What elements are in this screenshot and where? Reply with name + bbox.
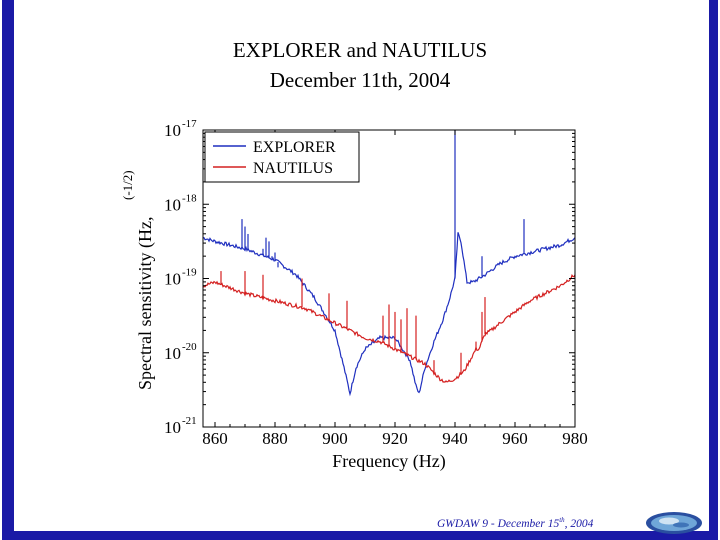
y-tick-label-exponent: -19 xyxy=(182,267,197,279)
legend-label-explorer: EXPLORER xyxy=(253,139,336,156)
slide-frame-bottom xyxy=(2,531,718,540)
x-tick-label: 960 xyxy=(502,429,528,448)
footer-sup: th xyxy=(559,516,565,524)
slide-title-line1: EXPLORER and NAUTILUS xyxy=(232,38,488,62)
y-tick-label-exponent: -20 xyxy=(182,341,197,353)
legend-box xyxy=(204,131,360,183)
y-tick-label-base: 10 xyxy=(164,121,181,140)
y-tick-label-base: 10 xyxy=(164,344,181,363)
x-tick-label: 860 xyxy=(202,429,228,448)
footer-prefix: GWDAW 9 - December 15 xyxy=(437,517,560,530)
y-tick-label-exponent: -18 xyxy=(182,192,197,204)
footer-suffix: , 2004 xyxy=(564,517,594,530)
x-tick-label: 940 xyxy=(442,429,468,448)
y-tick-label-base: 10 xyxy=(164,195,181,214)
conference-logo-icon xyxy=(646,512,702,534)
y-tick-label-base: 10 xyxy=(164,418,181,437)
footer-text: GWDAW 9 - December 15th, 2004 xyxy=(437,516,593,530)
slide-frame-left xyxy=(2,0,14,540)
y-tick-label-exponent: -21 xyxy=(182,415,197,427)
slide-title-line2: December 11th, 2004 xyxy=(269,68,451,92)
x-tick-label: 900 xyxy=(322,429,348,448)
slide-frame-right xyxy=(709,0,718,540)
x-tick-label: 880 xyxy=(262,429,288,448)
y-tick-label-base: 10 xyxy=(164,270,181,289)
x-axis-label: Frequency (Hz) xyxy=(332,451,445,472)
y-axis-label: Spectral sensitivity (Hz, xyxy=(135,217,156,390)
x-tick-label: 920 xyxy=(382,429,408,448)
x-tick-label: 980 xyxy=(562,429,588,448)
y-tick-label-exponent: -17 xyxy=(182,118,197,130)
legend-label-nautilus: NAUTILUS xyxy=(253,160,333,177)
y-axis-label-exponent: (-1/2) xyxy=(120,170,135,200)
